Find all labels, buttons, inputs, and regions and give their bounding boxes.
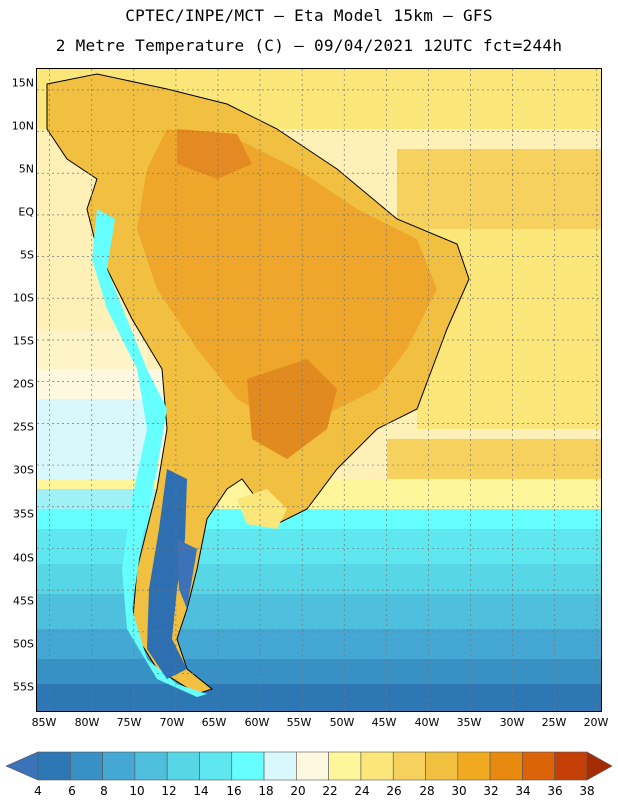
colorbar-swatch — [134, 751, 168, 781]
colorbar-swatch — [457, 751, 491, 781]
colorbar-tick-label: 24 — [354, 784, 370, 798]
lon-tick-label: 65W — [201, 716, 227, 729]
lat-tick-label: EQ — [18, 205, 34, 219]
lon-tick-label: 85W — [31, 716, 57, 729]
lat-tick-label: 40S — [13, 551, 34, 565]
colorbar-swatch — [231, 751, 265, 781]
colorbar-min-arrow — [5, 751, 39, 781]
lat-tick-label: 15S — [13, 334, 34, 348]
colorbar-swatch — [392, 751, 426, 781]
colorbar-tick-label: 28 — [419, 784, 435, 798]
colorbar-swatch — [328, 751, 362, 781]
colorbar-tick-label: 36 — [547, 784, 563, 798]
lon-tick-label: 55W — [286, 716, 312, 729]
lat-tick-label: 20S — [13, 377, 34, 391]
lon-tick-label: 35W — [456, 716, 482, 729]
colorbar-swatch — [489, 751, 523, 781]
lat-tick-label: 55S — [13, 680, 34, 694]
colorbar-swatch — [102, 751, 136, 781]
lon-tick-label: 25W — [541, 716, 567, 729]
colorbar-tick-label: 30 — [451, 784, 467, 798]
colorbar-swatch — [360, 751, 394, 781]
lon-tick-label: 80W — [74, 716, 100, 729]
colorbar-tick-label: 16 — [226, 784, 242, 798]
graticule — [37, 69, 601, 711]
colorbar-tick-label: 34 — [515, 784, 531, 798]
colorbar-swatch — [37, 751, 71, 781]
lat-tick-label: 35S — [13, 507, 34, 521]
figure-subtitle: 2 Metre Temperature (C) – 09/04/2021 12U… — [55, 36, 563, 55]
colorbar-max-arrow — [586, 751, 613, 781]
lon-tick-label: 70W — [159, 716, 185, 729]
temperature-colorbar — [5, 751, 613, 781]
lat-tick-label: 25S — [13, 420, 34, 434]
lat-tick-label: 45S — [13, 594, 34, 608]
lon-tick-label: 50W — [329, 716, 355, 729]
lat-tick-label: 30S — [13, 463, 34, 477]
colorbar-tick-label: 12 — [161, 784, 177, 798]
map-panel — [36, 68, 602, 712]
lat-tick-label: 50S — [13, 637, 34, 651]
colorbar-swatch — [554, 751, 588, 781]
colorbar-swatch — [166, 751, 200, 781]
lon-tick-label: 60W — [244, 716, 270, 729]
south-america-land — [46, 73, 470, 697]
colorbar-swatch — [263, 751, 297, 781]
colorbar-tick-label: 22 — [322, 784, 338, 798]
lat-tick-label: 10S — [13, 291, 34, 305]
lat-tick-label: 10N — [11, 119, 34, 133]
lon-tick-label: 40W — [414, 716, 440, 729]
lon-tick-label: 20W — [583, 716, 609, 729]
colorbar-tick-label: 20 — [290, 784, 306, 798]
colorbar-swatch — [199, 751, 233, 781]
colorbar-tick-label: 26 — [386, 784, 402, 798]
colorbar-tick-label: 6 — [68, 784, 76, 798]
lon-tick-label: 75W — [116, 716, 142, 729]
lon-tick-label: 30W — [499, 716, 525, 729]
figure-title: CPTEC/INPE/MCT – Eta Model 15km – GFS — [125, 6, 493, 25]
lat-tick-label: 5N — [18, 162, 34, 176]
lat-tick-label: 5S — [20, 248, 34, 262]
lon-tick-label: 45W — [371, 716, 397, 729]
colorbar-tick-label: 14 — [193, 784, 209, 798]
colorbar-tick-label: 18 — [258, 784, 274, 798]
colorbar-tick-label: 8 — [100, 784, 108, 798]
colorbar-tick-label: 10 — [129, 784, 145, 798]
colorbar-swatch — [69, 751, 103, 781]
colorbar-swatch — [425, 751, 459, 781]
colorbar-swatch — [296, 751, 329, 781]
colorbar-tick-label: 38 — [579, 784, 595, 798]
colorbar-tick-label: 4 — [34, 784, 42, 798]
colorbar-tick-label: 32 — [483, 784, 499, 798]
lat-tick-label: 15N — [11, 76, 34, 90]
colorbar-swatch — [522, 751, 556, 781]
